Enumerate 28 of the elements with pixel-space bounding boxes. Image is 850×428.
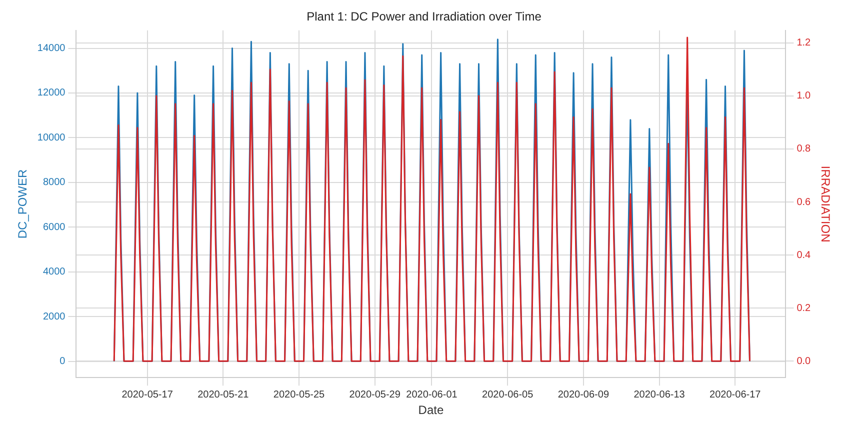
x-tick-label: 2020-06-17 <box>710 389 762 400</box>
y-tick-label: 12000 <box>37 88 66 99</box>
chart-title: Plant 1: DC Power and Irradiation over Time <box>306 10 542 24</box>
y-tick-label: 6000 <box>42 222 66 233</box>
y-tick-label: 0 <box>60 356 66 368</box>
y2-tick-label: 1.0 <box>796 90 812 102</box>
y-tick-label: 10000 <box>37 132 66 144</box>
x-tick-label: 2020-06-05 <box>482 389 534 400</box>
x-axis-title: Date <box>418 403 444 418</box>
y-tick-label: 2000 <box>42 311 66 322</box>
y-tick-label: 14000 <box>37 43 66 54</box>
y2-tick-label: 0.4 <box>796 250 812 261</box>
x-tick-label: 2020-05-21 <box>198 389 250 400</box>
x-tick-label: 2020-06-13 <box>634 389 686 400</box>
y2-tick-label: 0.8 <box>796 144 812 155</box>
x-tick-label: 2020-05-25 <box>273 389 326 400</box>
x-tick-label: 2020-06-01 <box>406 389 458 400</box>
y2-tick-label: 0.6 <box>796 196 812 208</box>
y2-axis-title: IRRADIATION <box>818 166 832 242</box>
y-tick-label: 8000 <box>42 177 66 188</box>
x-tick-label: 2020-06-09 <box>558 389 610 400</box>
y-axis-title: DC_POWER <box>16 169 30 239</box>
x-tick-label: 2020-05-29 <box>349 389 401 400</box>
x-tick-label: 2020-05-17 <box>122 389 174 400</box>
y2-tick-label: 0.2 <box>796 302 812 314</box>
y-tick-label: 4000 <box>42 266 66 278</box>
y2-tick-label: 0.0 <box>796 356 812 367</box>
y2-tick-label: 1.2 <box>796 38 812 49</box>
